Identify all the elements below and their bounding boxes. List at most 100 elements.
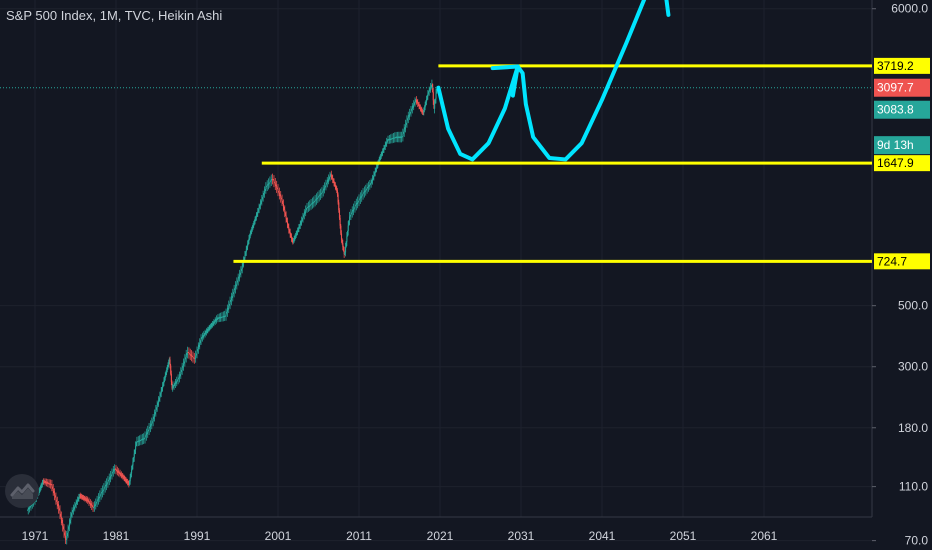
candle-body [53, 490, 55, 494]
candle-body [56, 501, 58, 505]
candle-body [435, 93, 437, 99]
candle-body [330, 174, 332, 176]
candle-body [85, 498, 87, 500]
candle-body [163, 380, 165, 383]
candle-body [373, 174, 375, 177]
candle-body [210, 326, 212, 328]
candle-body [287, 224, 289, 228]
candle-body [426, 96, 428, 100]
chart-title: S&P 500 Index, 1M, TVC, Heikin Ashi [6, 8, 223, 23]
candle-body [104, 486, 106, 488]
candle-body [45, 482, 48, 484]
arrowhead-stroke[interactable] [490, 64, 520, 71]
candle-body [95, 502, 98, 504]
candle-body [264, 191, 266, 194]
candle-body [207, 328, 210, 330]
candle-body [336, 190, 338, 195]
candle-body [328, 178, 330, 181]
projection-drawing[interactable] [436, 0, 671, 162]
projection-arrow-path[interactable] [436, 0, 662, 162]
candle-body [123, 477, 125, 479]
candle-body [338, 210, 341, 218]
candle-body [39, 489, 41, 491]
candle-body [146, 432, 148, 434]
candle-body [147, 431, 149, 433]
candle-body [58, 506, 60, 509]
candle-body [337, 194, 339, 203]
candle-body [234, 288, 236, 291]
candle-body [310, 204, 312, 206]
candle-body [267, 184, 269, 186]
candle-body [349, 215, 351, 217]
candle-body [127, 482, 129, 484]
candle-body [241, 266, 243, 269]
candle-body [419, 107, 422, 109]
time-axis[interactable]: 1971 1981 1991 2001 2011 2021 2031 2041 2051 2061 [0, 516, 872, 543]
candle-body [60, 516, 62, 520]
candle-body [268, 182, 270, 184]
candle-body [289, 232, 291, 235]
candle-body [390, 138, 392, 140]
candle-body [263, 193, 265, 196]
candle-body [140, 439, 142, 441]
candle-body [106, 482, 108, 484]
candle-body [383, 148, 385, 150]
candle-body [133, 453, 135, 458]
candle-body [341, 239, 343, 244]
candle-body [433, 100, 435, 109]
arrowhead-stroke[interactable] [510, 64, 520, 98]
candle-body [222, 316, 224, 318]
candle-body [292, 240, 294, 242]
candle-body [206, 330, 208, 332]
candle-body [76, 501, 78, 503]
candle-body [313, 201, 316, 203]
candle-body [186, 353, 188, 356]
candle-body [280, 196, 282, 198]
tradingview-logo[interactable] [5, 474, 39, 508]
candle-body [365, 188, 368, 190]
candle-body [415, 99, 417, 102]
candle-body [161, 388, 163, 391]
candle-body [307, 207, 309, 209]
candle-body [364, 190, 366, 192]
candle-body [376, 165, 378, 168]
candle-body [258, 207, 260, 210]
time-tick-label: 2051 [670, 529, 697, 543]
candle-body [62, 523, 64, 527]
candle-body [158, 400, 160, 403]
candle-body [380, 156, 382, 158]
candle-body [282, 203, 284, 207]
candle-body [359, 197, 361, 199]
candle-body [221, 316, 223, 318]
candle-body [288, 229, 291, 233]
candle-body [319, 194, 321, 196]
candle-body [47, 482, 49, 484]
candle-body [241, 268, 243, 271]
candle-body [38, 490, 40, 493]
candle-body [323, 188, 325, 191]
candle-body [297, 228, 299, 231]
candle-body [29, 506, 31, 508]
candle-body [324, 185, 326, 188]
candle-body [28, 508, 30, 510]
time-tick-label: 1971 [22, 529, 49, 543]
candle-body [148, 428, 150, 430]
candle-body [239, 274, 241, 277]
arrowhead-stroke[interactable] [663, 0, 671, 17]
candle-body [363, 192, 365, 194]
candle-body [217, 318, 219, 320]
candle-body [194, 357, 196, 359]
candle-body [141, 439, 143, 441]
candle-body [347, 230, 349, 237]
candle-body [118, 472, 120, 474]
candle-body [183, 361, 185, 364]
candle-body [428, 90, 430, 92]
candle-body [426, 99, 428, 102]
time-tick-label: 2061 [751, 529, 778, 543]
time-tick-label: 1981 [103, 529, 130, 543]
candle-body [367, 186, 370, 188]
candle-body [307, 206, 309, 208]
candle-body [240, 270, 242, 273]
